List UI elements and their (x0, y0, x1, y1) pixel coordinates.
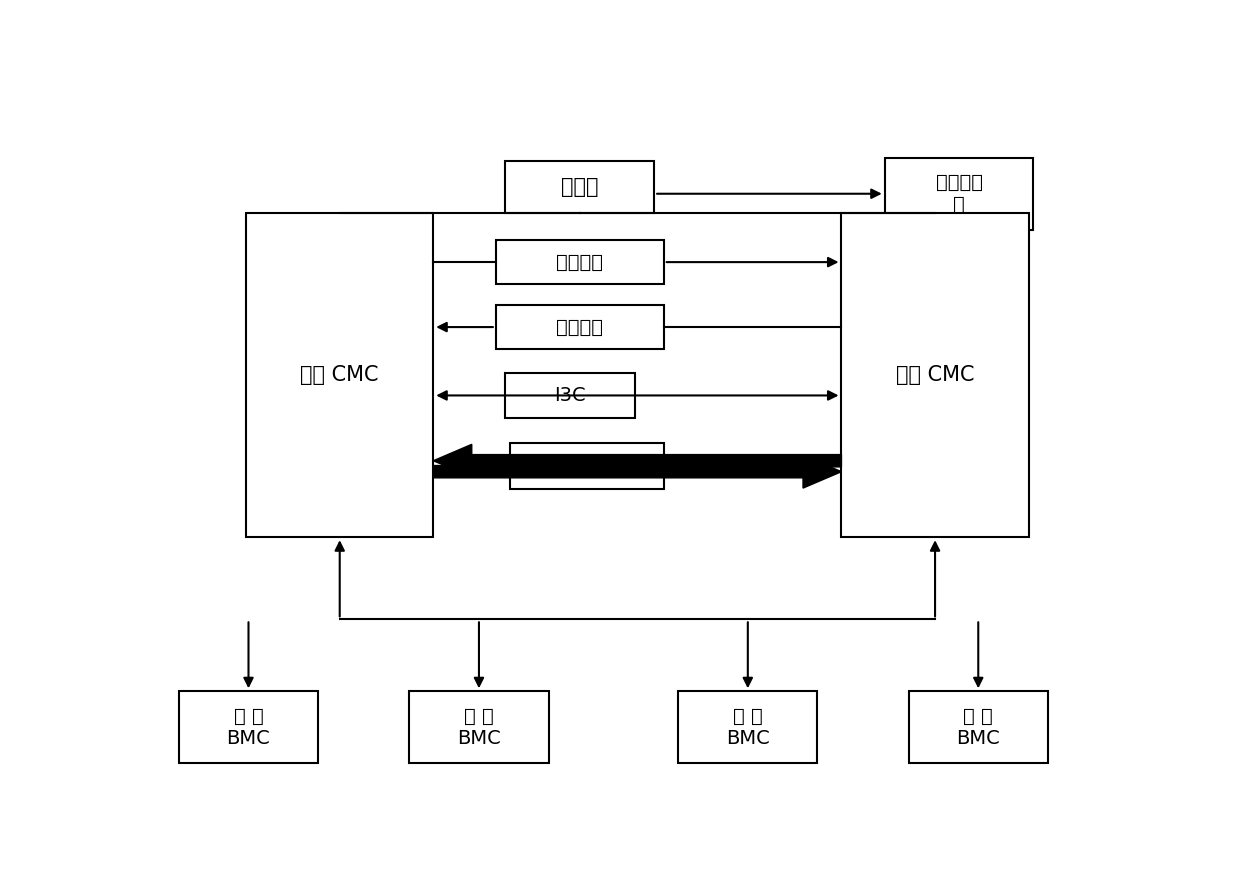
Text: 复位信号: 复位信号 (556, 252, 603, 272)
Bar (908, 691, 1048, 763)
Text: 节 点
BMC: 节 点 BMC (726, 707, 769, 748)
Polygon shape (434, 444, 841, 477)
Text: 复位信号: 复位信号 (556, 318, 603, 337)
Bar (885, 158, 1033, 230)
Bar (678, 691, 818, 763)
Bar (496, 305, 664, 349)
Bar (496, 240, 664, 284)
Bar (841, 212, 1028, 537)
Text: 心跳: 心跳 (575, 456, 598, 476)
Bar (510, 443, 664, 489)
Text: I3C: I3C (554, 386, 586, 405)
Text: 第一 CMC: 第一 CMC (301, 365, 379, 385)
Polygon shape (434, 456, 841, 488)
Text: 第二 CMC: 第二 CMC (896, 365, 974, 385)
Bar (178, 691, 318, 763)
Bar (409, 691, 549, 763)
Text: 远程控制
端: 远程控制 端 (935, 173, 983, 214)
Text: 交换机: 交换机 (561, 177, 598, 197)
Text: 节 点
BMC: 节 点 BMC (457, 707, 501, 748)
Text: 节 点
BMC: 节 点 BMC (957, 707, 1000, 748)
Bar (506, 373, 636, 417)
Text: 节 点
BMC: 节 点 BMC (227, 707, 270, 748)
Bar (506, 162, 654, 212)
Bar (247, 212, 434, 537)
